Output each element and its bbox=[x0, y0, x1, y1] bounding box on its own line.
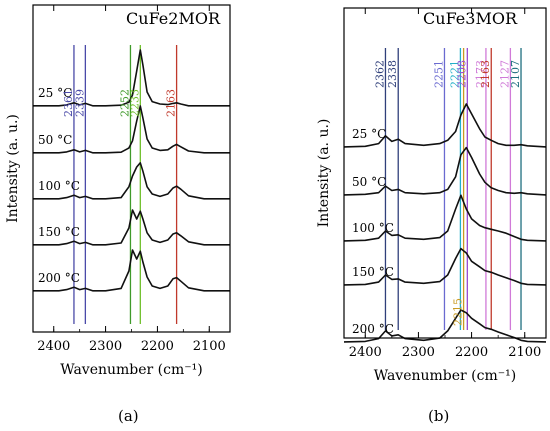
x-tick-label: 2100 bbox=[193, 339, 226, 354]
temperature-label: 100 °C bbox=[38, 179, 80, 193]
spectrum-line-100c bbox=[343, 194, 547, 242]
temperature-label: 100 °C bbox=[352, 221, 394, 235]
spectrum-line-25c bbox=[343, 103, 547, 148]
marker-label-2215: 2215 bbox=[452, 298, 465, 326]
chart-title: CuFe2MOR bbox=[126, 9, 221, 28]
marker-label-2208: 2208 bbox=[455, 60, 468, 88]
temperature-label: 200 °C bbox=[38, 271, 80, 285]
chart-panel-2: 25 °C 50 °C 100 °C 150 °C 200 °C 2362 2338 2251… bbox=[316, 7, 547, 384]
temperature-label: 50 °C bbox=[38, 133, 72, 147]
marker-label-2107: 2107 bbox=[509, 60, 522, 88]
spectrum-line-50c bbox=[33, 105, 230, 154]
marker-label-2163: 2163 bbox=[479, 60, 492, 88]
temperature-label: 150 °C bbox=[38, 225, 80, 239]
x-tick-label: 2200 bbox=[141, 339, 174, 354]
marker-label-2339: 2339 bbox=[73, 89, 86, 117]
spectrum-line-25c bbox=[33, 49, 230, 107]
spectrum-line-200c bbox=[33, 249, 230, 292]
temperature-label: 25 °C bbox=[38, 86, 72, 100]
temperature-label: 200 °C bbox=[352, 322, 394, 336]
marker-label-2362: 2362 bbox=[373, 60, 386, 88]
x-axis-label: Wavenumber (cm⁻¹) bbox=[60, 362, 202, 378]
marker-label-2361: 2361 bbox=[62, 89, 75, 117]
chart-title: CuFe3MOR bbox=[423, 9, 518, 28]
panel-label-b: (b) bbox=[428, 407, 450, 425]
marker-label-2221: 2221 bbox=[448, 60, 461, 88]
x-tick-label: 2300 bbox=[89, 339, 122, 354]
x-tick-label: 2400 bbox=[349, 345, 382, 360]
marker-label-2233: 2233 bbox=[128, 89, 141, 117]
temperature-label: 25 °C bbox=[352, 127, 386, 141]
temperature-label: 50 °C bbox=[352, 175, 386, 189]
x-tick-label: 2100 bbox=[508, 345, 541, 360]
temperature-label: 150 °C bbox=[352, 265, 394, 279]
y-axis-label: Intensity (a. u.) bbox=[316, 119, 332, 228]
spectrum-line-50c bbox=[343, 146, 547, 196]
x-tick-label: 2300 bbox=[402, 345, 435, 360]
spectrum-line-150c bbox=[33, 209, 230, 246]
marker-label-2127: 2127 bbox=[498, 60, 511, 88]
x-tick-label: 2200 bbox=[455, 345, 488, 360]
marker-label-2338: 2338 bbox=[386, 60, 399, 88]
panel-label-a: (a) bbox=[118, 407, 139, 425]
marker-label-2173: 2173 bbox=[474, 60, 487, 88]
marker-label-2252: 2252 bbox=[118, 89, 131, 117]
x-axis-label: Wavenumber (cm⁻¹) bbox=[374, 368, 516, 384]
x-tick-label: 2400 bbox=[37, 339, 70, 354]
spectrum-line-200c bbox=[343, 309, 547, 343]
marker-label-2251: 2251 bbox=[432, 60, 445, 88]
spectrum-line-100c bbox=[33, 162, 230, 200]
marker-label-2163: 2163 bbox=[165, 89, 178, 117]
y-axis-label: Intensity (a. u.) bbox=[5, 114, 21, 223]
spectrum-line-150c bbox=[343, 247, 547, 286]
